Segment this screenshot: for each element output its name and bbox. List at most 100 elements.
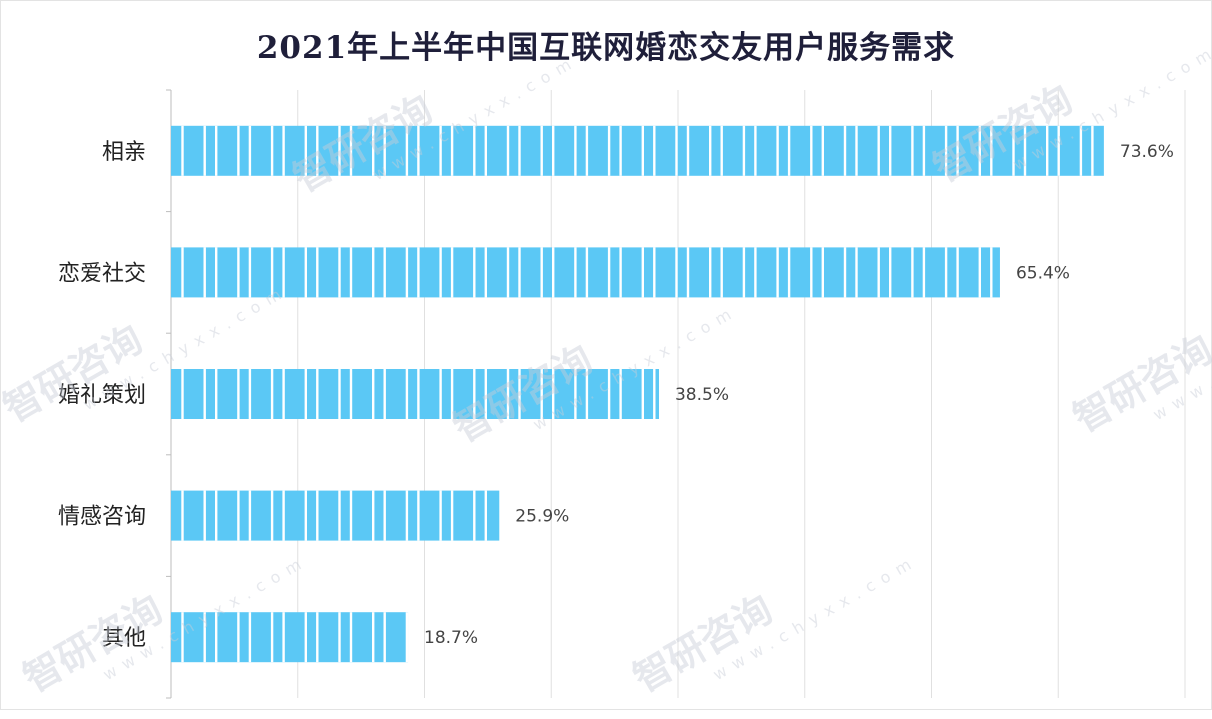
bar-segment-gap [215,369,217,419]
data-label: 73.6% [1120,142,1174,162]
bar-segment-gap [541,369,543,419]
bar-segment-gap [642,247,644,297]
bar-segment-gap [384,491,386,541]
bar-segment-gap [215,247,217,297]
bar-segment-gap [372,491,374,541]
bar-segment-gap [754,247,756,297]
bar-segment-gap [384,369,386,419]
bar-segment-gap [271,369,273,419]
bar-segment-gap [417,369,419,419]
bar-segment-gap [1058,126,1060,176]
bar-segment-gap [541,126,543,176]
bar-segment-gap [181,369,183,419]
bar-segment-gap [451,126,453,176]
bar [171,126,1104,176]
data-label: 25.9% [515,507,569,527]
bar-segment-gap [956,126,958,176]
bar-segment-gap [305,612,307,662]
bar-segment-gap [911,247,913,297]
bar-segment-gap [439,247,441,297]
bar-segment-gap [485,491,487,541]
bar-segment-gap [181,247,183,297]
bar-segment-gap [889,247,891,297]
bar-segment-gap [844,126,846,176]
bar-segment-gap [451,247,453,297]
bar-segment-gap [338,369,340,419]
bar-segment-gap [181,612,183,662]
bar-segment-gap [1012,126,1014,176]
bar-segment-gap [406,369,408,419]
data-label: 18.7% [424,628,478,648]
bar-segment-gap [271,491,273,541]
bar-segment-gap [518,247,520,297]
bar-segment-gap [721,126,723,176]
bar-segment-gap [1046,126,1048,176]
bar-segment-gap [237,126,239,176]
bar-segment-gap [574,247,576,297]
bar-segment-gap [237,369,239,419]
bar-segment-gap [687,126,689,176]
bar-segment-gap [417,491,419,541]
bar [171,491,499,541]
bar-segment-gap [889,126,891,176]
bar-segment-gap [249,369,251,419]
bar-segment-gap [305,491,307,541]
bar-segment-gap [439,369,441,419]
bar-segment-gap [1091,126,1093,176]
bar-segment-gap [586,247,588,297]
bar-segment-gap [608,247,610,297]
bar-segment-gap [619,126,621,176]
bar-segment-gap [552,247,554,297]
bar-segment-gap [271,612,273,662]
bar-segment-gap [810,247,812,297]
bar-segment-gap [608,369,610,419]
bar-segment-gap [721,247,723,297]
bar-fill [171,491,499,541]
bar-segment-gap [507,247,509,297]
bar-segment-gap [810,126,812,176]
bar-segment-gap [305,126,307,176]
bar-segment-gap [552,369,554,419]
bar-segment-gap [743,247,745,297]
bar-segment-gap [586,369,588,419]
bar-segment-gap [249,247,251,297]
bar-segment-gap [305,369,307,419]
bar-segment-gap [956,247,958,297]
bar-segment-gap [215,126,217,176]
bar-segment-gap [316,612,318,662]
category-label: 婚礼策划 [58,383,146,408]
bar-segment-gap [518,369,520,419]
bar-segment-gap [754,126,756,176]
bar-segment-gap [204,369,206,419]
bar-segment-gap [473,126,475,176]
data-label: 38.5% [675,385,729,405]
bar-segment-gap [439,491,441,541]
bar-segment-gap [878,247,880,297]
bar-segment-gap [439,126,441,176]
bar-segment-gap [473,247,475,297]
bar-segment-gap [350,491,352,541]
bar-segment-gap [473,491,475,541]
category-label: 相亲 [102,140,146,165]
bar-segment-gap [653,369,655,419]
bar-segment-gap [653,247,655,297]
bar-segment-gap [574,126,576,176]
bar-segment-gap [608,126,610,176]
bar-segment-gap [451,491,453,541]
bar-segment-gap [237,247,239,297]
bar-segment-gap [945,126,947,176]
bar-segment-gap [687,247,689,297]
bar-segment-gap [181,491,183,541]
bar-segment-gap [338,247,340,297]
bar-segment-gap [282,369,284,419]
bar-segment-gap [282,126,284,176]
bar-segment-gap [675,126,677,176]
bar-segment-gap [282,247,284,297]
bar-segment-gap [485,126,487,176]
bar-segment-gap [709,126,711,176]
bar-segment-gap [776,126,778,176]
bar-segment-gap [282,612,284,662]
bar-segment-gap [204,126,206,176]
bar-segment-gap [878,126,880,176]
